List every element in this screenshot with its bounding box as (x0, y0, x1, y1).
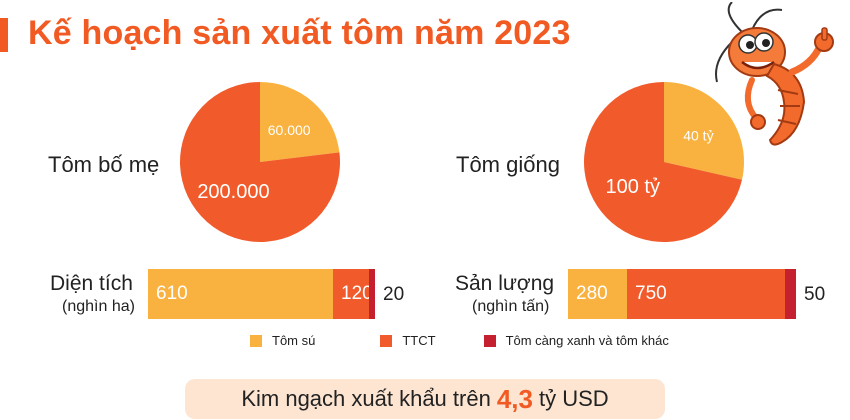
legend-swatch (380, 334, 393, 347)
bar-segment (369, 269, 375, 319)
bar-title-san-luong: Sản lượng (455, 272, 555, 295)
bar-value-label: 50 (804, 284, 826, 305)
bar-segment-label: 750 (635, 283, 667, 304)
legend-swatch (250, 334, 262, 347)
bar-segment: 610 (148, 269, 333, 319)
legend-label: Tôm càng xanh và tôm khác (505, 333, 669, 348)
bar-unit-san-luong: (nghìn tấn) (472, 298, 550, 315)
bar-segment: 750 (627, 269, 785, 319)
bar-segment: 280 (568, 269, 627, 319)
legend-item-tom-cang-xanh: Tôm càng xanh và tôm khác (483, 333, 669, 348)
pie-slice (584, 82, 742, 242)
pie-chart-tom-giong: 40 tỷ 100 tỷ (584, 82, 744, 242)
legend: Tôm sú TTCT Tôm càng xanh và tôm khác (250, 333, 669, 348)
stacked-bar-dien-tich: 610 120 (148, 269, 375, 319)
legend-label: TTCT (402, 333, 436, 348)
bar-segment-label: 280 (576, 283, 608, 304)
legend-item-tom-su: Tôm sú (250, 333, 315, 348)
legend-swatch (483, 334, 496, 347)
legend-label: Tôm sú (272, 333, 316, 348)
bar-segment-label: 120 (341, 283, 373, 304)
pie-title-tom-giong: Tôm giống (456, 152, 560, 177)
stacked-bar-san-luong: 280 750 (568, 269, 796, 319)
pie-slice (180, 82, 340, 242)
pie-title-tom-bo-me: Tôm bố mẹ (48, 152, 160, 177)
export-value-banner: Kim ngạch xuất khẩu trên 4,3 tỷ USD (185, 379, 665, 419)
shrimp-mascot-icon (715, 2, 834, 146)
pie-slice-label: 60.000 (268, 122, 311, 138)
legend-item-ttct: TTCT (380, 333, 436, 348)
pie-chart-tom-bo-me: 60.000 200.000 (180, 82, 340, 242)
bar-title-dien-tich: Diện tích (50, 272, 133, 295)
pie-slice-label: 40 tỷ (683, 128, 713, 144)
bar-segment (785, 269, 796, 319)
page-title: Kế hoạch sản xuất tôm năm 2023 (28, 14, 571, 52)
title-accent-bar (0, 18, 8, 52)
bar-value-label: 20 (383, 284, 405, 305)
pie-slice (664, 82, 744, 180)
footer-suffix: tỷ USD (538, 386, 609, 411)
bar-segment-label: 610 (156, 283, 188, 304)
footer-value: 4,3 (496, 383, 533, 414)
pie-slice (260, 82, 340, 162)
bar-segment: 120 (333, 269, 373, 319)
pie-slice-label: 100 tỷ (605, 176, 659, 198)
bar-unit-dien-tich: (nghìn ha) (62, 298, 135, 315)
footer-prefix: Kim ngạch xuất khẩu trên (241, 386, 491, 411)
pie-slice-label: 200.000 (197, 181, 269, 203)
